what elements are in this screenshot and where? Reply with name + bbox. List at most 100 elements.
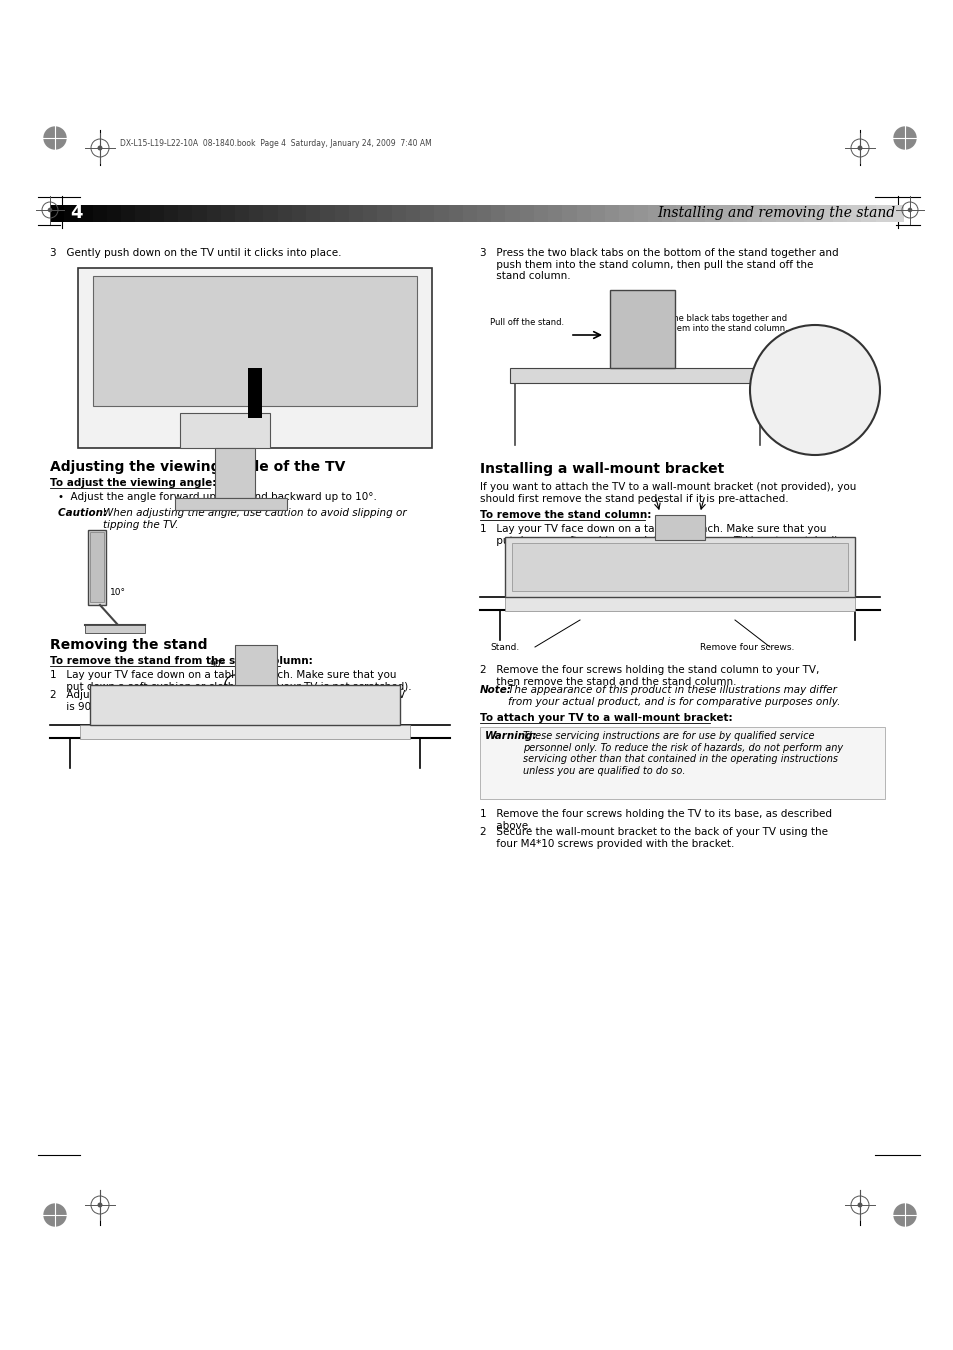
Bar	[846, 205, 861, 221]
Bar	[248, 369, 262, 418]
Circle shape	[98, 146, 102, 150]
Bar	[655, 514, 704, 540]
Text: Adjusting the viewing angle of the TV: Adjusting the viewing angle of the TV	[50, 460, 345, 474]
Bar	[690, 205, 704, 221]
Text: 10°: 10°	[110, 589, 126, 597]
Circle shape	[49, 208, 51, 212]
Bar	[861, 205, 875, 221]
Text: Installing a wall-mount bracket: Installing a wall-mount bracket	[479, 462, 723, 477]
Text: Caution:: Caution:	[58, 508, 111, 518]
Text: Warning:: Warning:	[484, 730, 537, 741]
Text: •  Adjust the angle forward up to 5° and backward up to 10°.: • Adjust the angle forward up to 5° and …	[58, 491, 376, 502]
Text: 2   Remove the four screws holding the stand column to your TV,
     then remove: 2 Remove the four screws holding the sta…	[479, 666, 819, 687]
Bar	[633, 205, 647, 221]
Text: 4: 4	[70, 204, 82, 221]
Bar	[676, 205, 690, 221]
Text: The appearance of this product in these illustrations may differ
from your actua: The appearance of this product in these …	[507, 684, 840, 706]
Circle shape	[907, 208, 911, 212]
Bar	[462, 205, 476, 221]
Bar	[234, 205, 249, 221]
Bar	[320, 205, 335, 221]
Bar	[335, 205, 349, 221]
Bar	[180, 413, 270, 448]
Bar	[491, 205, 505, 221]
Text: Press the black tabs together and
push them into the stand column.: Press the black tabs together and push t…	[644, 315, 787, 333]
Bar	[647, 205, 661, 221]
Bar	[150, 205, 164, 221]
Text: 3   Press the two black tabs on the bottom of the stand together and
     push t: 3 Press the two black tabs on the bottom…	[479, 248, 838, 281]
Bar	[479, 728, 884, 799]
Bar	[604, 205, 618, 221]
Text: 2   Adjust the stand so that the angle between the stand and the TV
     is 90°.: 2 Adjust the stand so that the angle bet…	[50, 690, 405, 711]
Bar	[292, 205, 306, 221]
Bar	[548, 205, 562, 221]
Bar	[121, 205, 135, 221]
Bar	[704, 205, 719, 221]
Bar	[760, 205, 775, 221]
Bar	[419, 205, 434, 221]
Bar	[562, 205, 576, 221]
Bar	[363, 205, 377, 221]
Bar	[789, 205, 803, 221]
Text: To attach your TV to a wall-mount bracket:: To attach your TV to a wall-mount bracke…	[479, 713, 732, 724]
Circle shape	[893, 127, 915, 148]
Bar	[85, 625, 145, 633]
Bar	[92, 275, 416, 406]
Bar	[263, 205, 277, 221]
Bar	[504, 597, 854, 612]
Bar	[64, 205, 78, 221]
Bar	[92, 205, 107, 221]
Text: These servicing instructions are for use by qualified service
personnel only. To: These servicing instructions are for use…	[522, 730, 842, 776]
Text: Note:: Note:	[479, 684, 512, 695]
Bar	[512, 543, 847, 591]
Bar	[249, 205, 263, 221]
Bar	[534, 205, 548, 221]
Bar	[107, 205, 121, 221]
Text: 1   Remove the four screws holding the TV to its base, as described
     above.: 1 Remove the four screws holding the TV …	[479, 809, 831, 830]
Circle shape	[44, 127, 66, 148]
Bar	[818, 205, 832, 221]
Bar	[405, 205, 419, 221]
Bar	[803, 205, 818, 221]
Bar	[349, 205, 363, 221]
Text: If you want to attach the TV to a wall-mount bracket (not provided), you
should : If you want to attach the TV to a wall-m…	[479, 482, 856, 504]
Text: To remove the stand from the stand column:: To remove the stand from the stand colum…	[50, 656, 313, 666]
Bar	[576, 205, 590, 221]
Bar	[434, 205, 448, 221]
Text: 1   Lay your TV face down on a table or bench. Make sure that you
     put down : 1 Lay your TV face down on a table or be…	[50, 670, 411, 691]
Text: Remove four screws.: Remove four screws.	[700, 643, 794, 652]
Bar	[50, 205, 64, 221]
Bar	[448, 205, 462, 221]
Text: DX-L15-L19-L22-10A  08-1840.book  Page 4  Saturday, January 24, 2009  7:40 AM: DX-L15-L19-L22-10A 08-1840.book Page 4 S…	[120, 139, 432, 147]
Bar	[234, 645, 276, 684]
Circle shape	[858, 146, 861, 150]
Bar	[214, 448, 254, 498]
Bar	[174, 498, 287, 510]
Text: When adjusting the angle, use caution to avoid slipping or
tipping the TV.: When adjusting the angle, use caution to…	[103, 508, 406, 529]
Bar	[775, 205, 789, 221]
Bar	[78, 269, 432, 448]
Bar	[193, 205, 207, 221]
Bar	[661, 205, 676, 221]
Bar	[590, 205, 604, 221]
Text: 90°: 90°	[209, 660, 225, 670]
Bar	[220, 205, 234, 221]
Polygon shape	[510, 369, 769, 383]
Bar	[889, 205, 903, 221]
Bar	[391, 205, 405, 221]
Bar	[875, 205, 889, 221]
Bar	[306, 205, 320, 221]
Bar	[80, 725, 410, 738]
Bar	[78, 205, 92, 221]
Circle shape	[44, 1204, 66, 1226]
Bar	[832, 205, 846, 221]
Bar	[88, 531, 106, 605]
Text: Removing the stand: Removing the stand	[50, 639, 208, 652]
Bar	[519, 205, 534, 221]
Bar	[505, 205, 519, 221]
Circle shape	[749, 325, 879, 455]
Bar	[504, 537, 854, 597]
Circle shape	[858, 1203, 861, 1207]
Bar	[476, 205, 491, 221]
Text: Pull off the stand.: Pull off the stand.	[490, 319, 563, 327]
